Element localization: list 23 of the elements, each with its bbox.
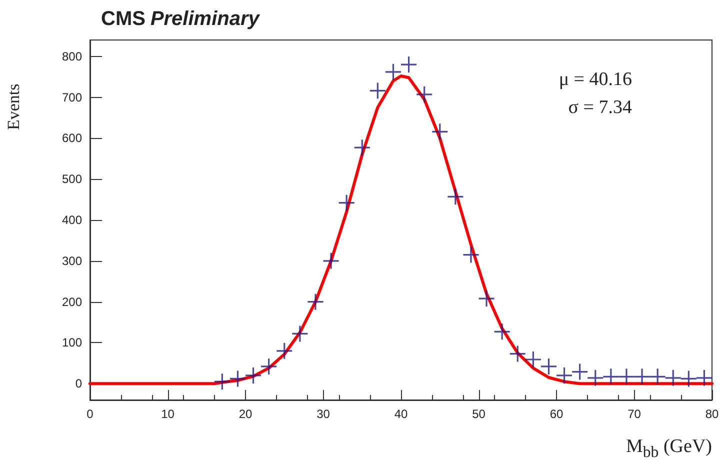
annotation: μ = 40.16 [558,69,632,90]
x-tick-label: 30 [316,407,330,421]
y-tick-label: 700 [62,90,82,104]
annotation: σ = 7.34 [568,97,632,118]
x-axis-title: M$_{bb}$ (GeV) [626,436,712,462]
y-axis-title: Events [4,84,24,130]
x-tick-label: 40 [394,407,408,421]
x-tick-label: 10 [161,407,175,421]
chart-title: CMS Preliminary [101,8,260,30]
y-tick-label: 600 [62,131,82,146]
x-tick-label: 80 [705,407,719,421]
x-tick-label: 50 [472,407,486,421]
y-tick-label: 0 [75,376,82,391]
y-tick-label: 300 [62,254,82,268]
y-tick-label: 500 [62,172,82,186]
x-tick-label: 0 [86,407,94,421]
x-tick-label: 60 [550,407,564,421]
y-tick-label: 400 [62,213,82,227]
y-tick-label: 200 [62,294,82,309]
y-tick-label: 100 [62,336,82,350]
y-tick-label: 800 [62,49,82,64]
x-tick-label: 70 [628,407,642,421]
x-tick-label: 20 [238,407,252,421]
